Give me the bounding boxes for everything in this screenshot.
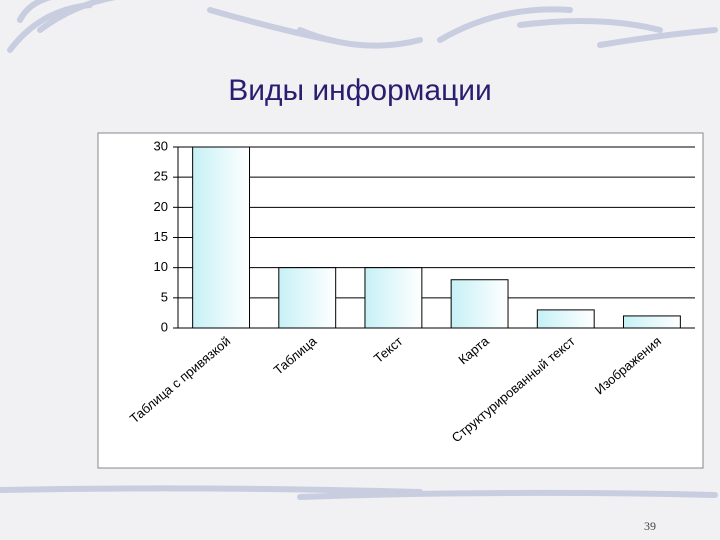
- y-tick-label: 10: [154, 259, 168, 274]
- y-tick-label: 25: [154, 169, 168, 184]
- decoration: [0, 0, 718, 500]
- bar: [536, 309, 595, 329]
- y-tick-label: 15: [154, 229, 168, 244]
- y-tick-label: 0: [161, 319, 168, 334]
- bar: [192, 146, 251, 329]
- bar: [450, 279, 509, 329]
- bar: [622, 315, 681, 329]
- bar: [278, 267, 337, 329]
- y-tick-label: 30: [154, 138, 168, 153]
- bar: [364, 267, 423, 329]
- y-tick-label: 5: [161, 289, 168, 304]
- chart-title: Виды информации: [228, 74, 492, 107]
- y-tick-label: 20: [154, 199, 168, 214]
- slide-number: 39: [644, 519, 656, 533]
